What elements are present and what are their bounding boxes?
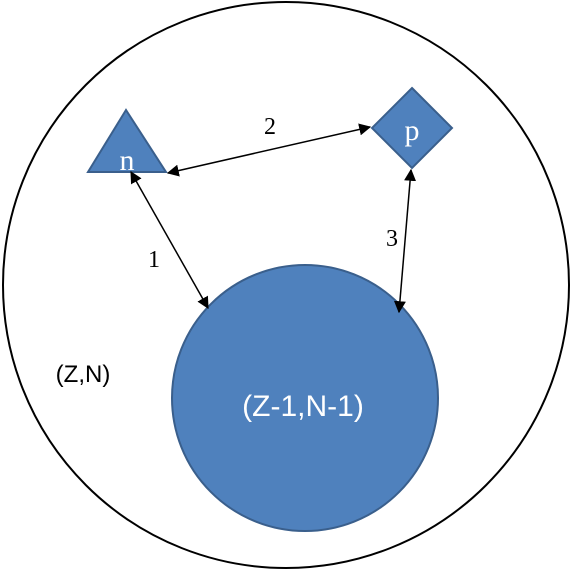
nucleus-label: (Z,N) [56, 361, 111, 388]
core-circle [171, 264, 439, 532]
interaction-arrow-3 [393, 168, 417, 314]
proton-label: p [405, 114, 420, 147]
interaction-label-2: 2 [264, 114, 276, 140]
neutron-label: n [120, 144, 135, 177]
core-label: (Z-1,N-1) [242, 390, 364, 423]
proton-diamond [370, 86, 454, 170]
interaction-label-1: 1 [148, 247, 160, 273]
interaction-arrow-2 [166, 123, 372, 177]
interaction-arrow-1 [130, 170, 209, 310]
interaction-label-3: 3 [386, 226, 398, 252]
neutron-triangle [86, 108, 168, 173]
